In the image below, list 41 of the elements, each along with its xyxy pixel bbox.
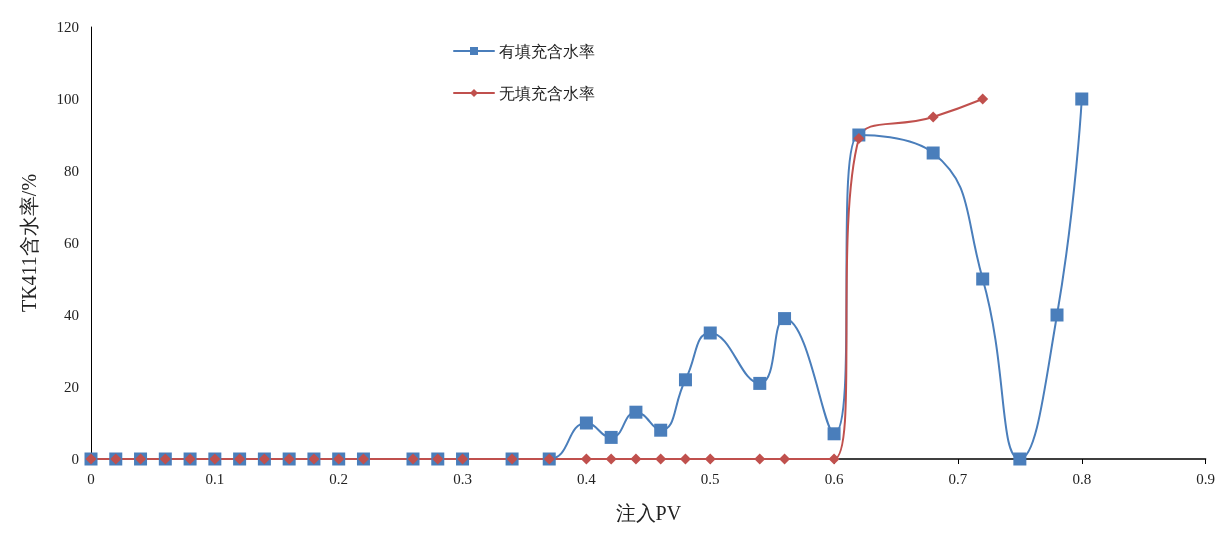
x-tick-label: 0.6 bbox=[824, 470, 844, 487]
point bbox=[853, 133, 865, 145]
point bbox=[927, 111, 939, 123]
y-tick-label: 100 bbox=[56, 91, 79, 107]
x-tick-label: 0.1 bbox=[205, 470, 225, 487]
x-tick-label: 0.9 bbox=[1196, 470, 1215, 487]
point bbox=[1050, 308, 1064, 322]
y-tick-label: 60 bbox=[64, 235, 79, 251]
point bbox=[678, 373, 692, 387]
y-axis-title: TK411含水率/% bbox=[18, 173, 40, 313]
point bbox=[630, 453, 642, 465]
x-tick-label: 0.8 bbox=[1072, 470, 1092, 487]
point bbox=[753, 376, 767, 390]
point bbox=[654, 423, 668, 437]
point bbox=[827, 427, 841, 441]
y-tick-label: 40 bbox=[64, 307, 79, 323]
x-axis-title: 注入PV bbox=[615, 502, 682, 524]
point bbox=[926, 146, 940, 160]
x-tick-label: 0.2 bbox=[329, 470, 349, 487]
point bbox=[604, 430, 618, 444]
point bbox=[703, 326, 717, 340]
x-tick-label: 0 bbox=[87, 470, 95, 487]
x-tick-label: 0.3 bbox=[453, 470, 472, 487]
point bbox=[778, 312, 792, 326]
y-tick-label: 120 bbox=[56, 19, 79, 35]
y-tick-label: 80 bbox=[64, 163, 79, 179]
point bbox=[579, 416, 593, 430]
point bbox=[1075, 92, 1089, 106]
legend-label: 有填充含水率 bbox=[499, 42, 595, 60]
point bbox=[605, 453, 617, 465]
x-tick-label: 0.5 bbox=[700, 470, 720, 487]
point bbox=[828, 453, 840, 465]
point bbox=[1013, 452, 1027, 466]
legend-label: 无填充含水率 bbox=[499, 84, 595, 102]
point bbox=[977, 93, 989, 105]
point bbox=[629, 405, 643, 419]
y-tick-label: 20 bbox=[64, 379, 79, 395]
point bbox=[976, 272, 990, 286]
y-tick-label: 0 bbox=[71, 451, 79, 467]
x-tick-label: 0.7 bbox=[948, 470, 968, 487]
x-tick-label: 0.4 bbox=[577, 470, 597, 487]
